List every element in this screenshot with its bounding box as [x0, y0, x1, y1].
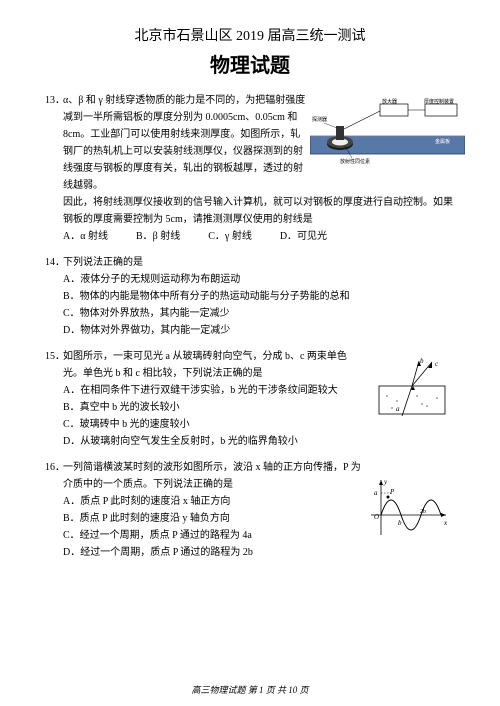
question-15: b c a 15． 如图所示，一束可见光 a 从玻璃砖射向空气，分成 b、c 两… [45, 348, 455, 450]
q13-choice-d: D．可见光 [280, 228, 327, 245]
q13-choice-c: C．γ 射线 [208, 228, 252, 245]
svg-text:放射性同位素: 放射性同位素 [340, 158, 370, 165]
svg-text:a: a [374, 489, 378, 497]
q15-choice-d: D．从玻璃射向空气发生全反射时，b 光的临界角较小 [63, 433, 455, 450]
figure-q16: P a O b 2b x y [366, 475, 451, 540]
q14-choice-d: D．物体对外界做功，其内能一定减少 [63, 322, 455, 339]
q13-choice-a: A．α 射线 [63, 228, 108, 245]
page-footer: 高三物理试题 第 1 页 共 10 页 [0, 683, 500, 696]
page-content: 北京市石景山区 2019 届高三统一测试 物理试题 放大器 厚度控制装置 金属板… [0, 0, 500, 580]
svg-text:厚度控制装置: 厚度控制装置 [424, 98, 454, 105]
q14-stem: 下列说法正确的是 [63, 254, 455, 271]
q13-choices: A．α 射线 B．β 射线 C．γ 射线 D．可见光 [63, 228, 455, 245]
q16-choice-d: D．经过一个周期，质点 P 通过的路程为 2b [63, 544, 455, 561]
q15-num: 15． [45, 348, 63, 382]
exam-title: 物理试题 [45, 49, 455, 78]
q16-stem: 一列简谐横波某时刻的波形如图所示，波沿 x 轴的正方向传播，P 为介质中的一个质… [63, 459, 363, 493]
exam-header: 北京市石景山区 2019 届高三统一测试 [45, 25, 455, 45]
q14-choice-a: A．液体分子的无规则运动称为布朗运动 [63, 271, 455, 288]
svg-text:探测器: 探测器 [312, 116, 327, 123]
question-13: 放大器 厚度控制装置 金属板 放射性同位素 探测器 13． α、β 和 γ 射线… [45, 92, 455, 245]
svg-text:c: c [435, 360, 439, 368]
svg-text:金属板: 金属板 [435, 138, 450, 145]
q14-choice-b: B．物体的内能是物体中所有分子的热运动动能与分子势能的总和 [63, 288, 455, 305]
svg-text:P: P [389, 488, 395, 496]
svg-text:a: a [396, 405, 400, 413]
svg-text:2b: 2b [420, 509, 426, 515]
q14-num: 14． [45, 254, 63, 271]
q13-choice-b: B．β 射线 [136, 228, 180, 245]
q13-num: 13． [45, 92, 63, 194]
svg-text:b: b [398, 519, 402, 527]
question-14: 14． 下列说法正确的是 A．液体分子的无规则运动称为布朗运动 B．物体的内能是… [45, 254, 455, 339]
svg-text:b: b [420, 357, 424, 365]
figure-q15: b c a [367, 356, 457, 421]
figure-q13: 放大器 厚度控制装置 金属板 放射性同位素 探测器 [310, 96, 465, 171]
q13-body2: 因此，将射线测厚仪接收到的信号输入计算机，就可以对钢板的厚度进行自动控制。如果钢… [63, 194, 455, 228]
svg-text:x: x [443, 519, 448, 527]
svg-text:O: O [374, 513, 379, 521]
q13-body: α、β 和 γ 射线穿透物质的能力是不同的，为把辐射强度减到一半所需铝板的厚度分… [63, 92, 308, 194]
q16-num: 16． [45, 459, 63, 493]
svg-text:y: y [383, 478, 388, 486]
q15-stem: 如图所示，一束可见光 a 从玻璃砖射向空气，分成 b、c 两束单色光。单色光 b… [63, 348, 363, 382]
svg-text:放大器: 放大器 [382, 98, 397, 105]
q14-choice-c: C．物体对外界放热，其内能一定减少 [63, 305, 455, 322]
question-16: P a O b 2b x y 16． 一列简谐横波某时刻的波形如图所示，波沿 x… [45, 459, 455, 561]
